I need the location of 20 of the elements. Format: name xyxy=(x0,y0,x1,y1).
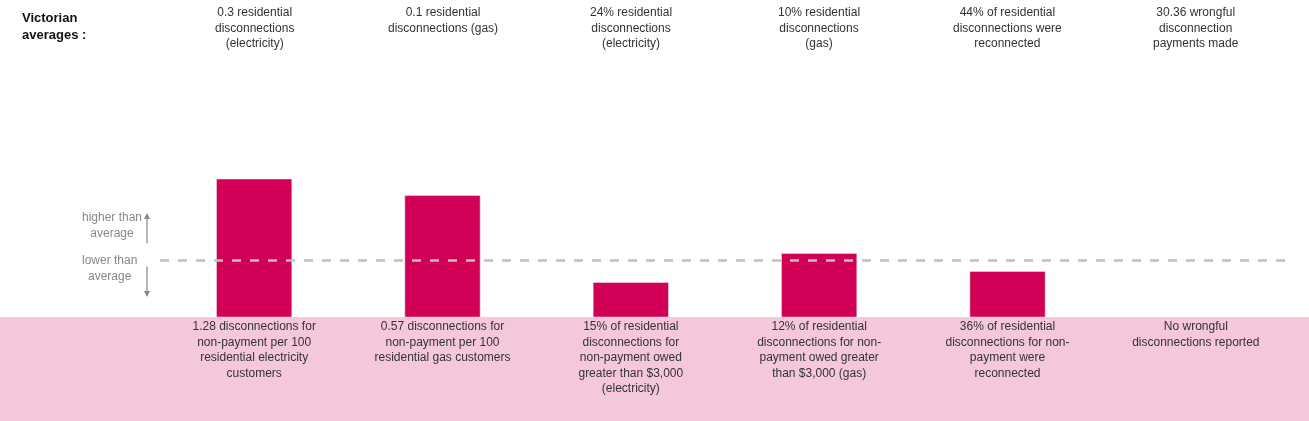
text: 0.3 residential disconnections (electricity) xyxy=(215,5,295,51)
bar xyxy=(216,179,293,317)
text: 44% of residential disconnections were reconnected xyxy=(953,5,1063,51)
x-tick-label: 15% of residential disconnections for non-payment owed greater than $3,000 (electricity) xyxy=(578,319,684,396)
x-tick-label: No wrongful disconnections reported xyxy=(1132,319,1260,349)
text: lower than average xyxy=(82,253,138,283)
x-tick-label: 0.57 disconnections for non-payment per 100 residential gas customers xyxy=(374,319,511,365)
text: Victorian averages : xyxy=(22,10,87,42)
text: 30.36 wrongful disconnection payments made xyxy=(1153,5,1239,51)
text: 24% residential disconnections (electricity) xyxy=(590,5,673,51)
bar xyxy=(404,195,481,317)
x-tick-label: 12% of residential disconnections for non- payment owed greater than $3,000 (gas) xyxy=(757,319,882,380)
bar xyxy=(969,271,1046,317)
bar xyxy=(781,253,858,317)
x-tick-label: 36% of residential disconnections for non- payment were reconnected xyxy=(945,319,1070,380)
bar xyxy=(592,282,669,317)
text: 0.1 residential disconnections (gas) xyxy=(388,5,499,35)
text: higher than average xyxy=(82,210,143,240)
x-tick-label: 1.28 disconnections for non-payment per 100 residential electricity customers xyxy=(192,319,316,380)
text: 10% residential disconnections (gas) xyxy=(778,5,861,51)
